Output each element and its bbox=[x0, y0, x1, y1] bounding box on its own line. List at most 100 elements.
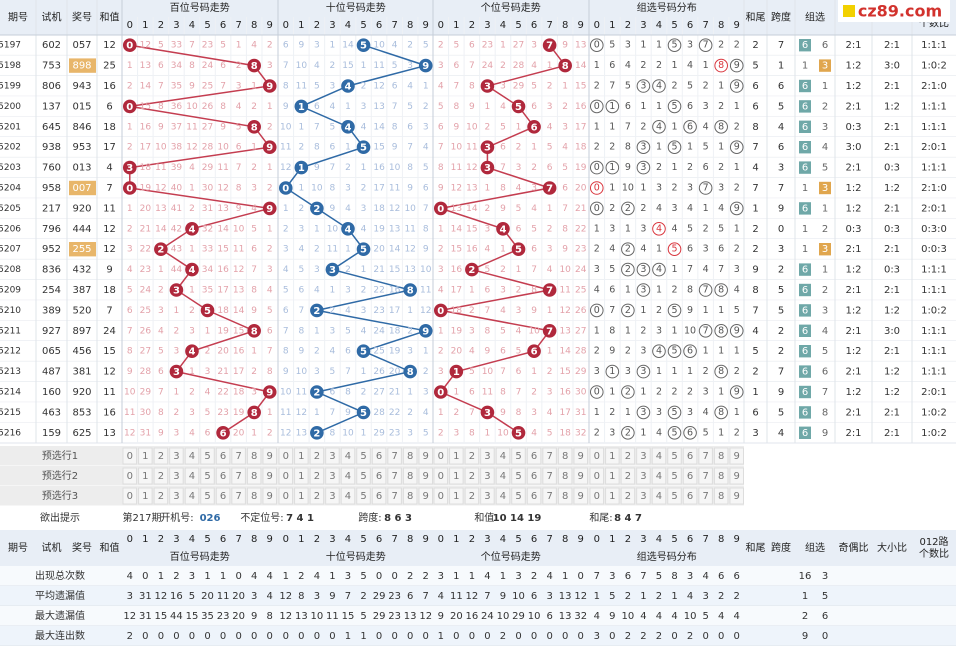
stats-value: 10 bbox=[512, 591, 525, 602]
row-bg bbox=[0, 157, 956, 178]
omission: 3 bbox=[516, 163, 522, 173]
omission: 20 bbox=[451, 347, 463, 357]
omission: 1 bbox=[453, 388, 459, 398]
omission: 1 bbox=[267, 224, 273, 234]
stats-value: 20 bbox=[232, 591, 245, 602]
group-hit bbox=[698, 181, 713, 195]
omission: 4 bbox=[516, 326, 522, 336]
preselect-cell bbox=[605, 467, 620, 485]
stats-value: 6 bbox=[625, 571, 631, 582]
header-title: 组选 bbox=[805, 11, 825, 24]
stats-value: 1 bbox=[453, 571, 459, 582]
test-number: 602 bbox=[42, 40, 61, 51]
group-cell: 2 bbox=[734, 244, 740, 255]
zx-cell: 6 bbox=[802, 346, 808, 357]
zx-cell: 6 bbox=[802, 40, 808, 51]
omission: 2 bbox=[251, 102, 257, 112]
group-cell: 3 bbox=[625, 366, 631, 377]
stats-value: 1 bbox=[158, 571, 164, 582]
preselect-digit: 8 bbox=[562, 471, 568, 482]
ball bbox=[449, 364, 464, 379]
omission: 11 bbox=[482, 388, 493, 398]
ball-digit: 5 bbox=[360, 347, 367, 358]
preselect-digit: 4 bbox=[656, 491, 662, 502]
omission: 27 bbox=[140, 347, 151, 357]
omission: 12 bbox=[280, 163, 291, 173]
preselect-cell bbox=[215, 487, 231, 505]
preselect-digit: 9 bbox=[267, 451, 273, 462]
group-cell: 5 bbox=[672, 346, 678, 357]
omission: 7 bbox=[345, 367, 351, 377]
group-cell: 3 bbox=[718, 183, 724, 194]
footer-header-title: 奖号 bbox=[72, 541, 92, 554]
ball bbox=[325, 262, 340, 277]
sum: 12 bbox=[103, 244, 116, 255]
omission: 20 bbox=[373, 245, 385, 255]
preselect-cell bbox=[589, 467, 605, 485]
preselect-cell bbox=[122, 467, 138, 485]
omission: 10 bbox=[217, 143, 229, 153]
preselect-digit: 9 bbox=[423, 451, 429, 462]
omission: 3 bbox=[438, 367, 444, 377]
omission: 10 bbox=[482, 367, 494, 377]
omission: 4 bbox=[283, 265, 289, 275]
stats-value: 0 bbox=[235, 571, 241, 582]
omission: 42 bbox=[171, 224, 182, 234]
ball-digit: 4 bbox=[499, 224, 506, 235]
issue: 2025207 bbox=[0, 245, 21, 255]
zx-cell: 4 bbox=[822, 326, 828, 337]
group-hit bbox=[729, 140, 744, 154]
header-group-title: 组选号码分布 bbox=[637, 1, 697, 14]
header-digit: 8 bbox=[251, 20, 257, 31]
omission: 16 bbox=[140, 122, 152, 132]
stats-value: 3 bbox=[822, 571, 828, 582]
group-cell: 3 bbox=[640, 346, 646, 357]
omission: 39 bbox=[171, 163, 183, 173]
group-hit bbox=[589, 160, 604, 175]
omission: 19 bbox=[389, 347, 401, 357]
stats-value: 7 bbox=[423, 591, 429, 602]
group-cell: 2 bbox=[625, 427, 631, 438]
group-hit bbox=[621, 201, 635, 216]
omission: 1 bbox=[531, 143, 537, 153]
group-cell: 1 bbox=[672, 162, 678, 173]
group-hit bbox=[667, 242, 682, 256]
ball bbox=[356, 344, 371, 359]
preselect-cell bbox=[200, 447, 215, 465]
omission: 10 bbox=[124, 388, 136, 398]
omission: 4 bbox=[298, 245, 304, 255]
stats-value: 2 bbox=[127, 631, 133, 642]
omission: 2 bbox=[531, 163, 537, 173]
group-cell: 8 bbox=[718, 366, 724, 377]
issue: 2025214 bbox=[0, 388, 21, 398]
preselect-cell bbox=[169, 467, 184, 485]
omission: 1 bbox=[423, 347, 429, 357]
omission: 3 bbox=[547, 388, 553, 398]
issue: 2025216 bbox=[0, 428, 21, 438]
omission: 23 bbox=[389, 428, 400, 438]
preselect-cell bbox=[418, 467, 434, 485]
stats-value: 3 bbox=[438, 571, 444, 582]
preselect-label: 预选行1 bbox=[42, 449, 78, 462]
ball-digit: 9 bbox=[422, 61, 429, 72]
omission: 13 bbox=[559, 326, 570, 336]
sum: 12 bbox=[103, 40, 116, 51]
footer-header-digit: 3 bbox=[640, 534, 646, 545]
group-cell: 1 bbox=[672, 121, 678, 132]
omission: 34 bbox=[202, 265, 214, 275]
stats-value: 9 bbox=[802, 631, 808, 642]
row-bg bbox=[0, 35, 956, 56]
omission: 1 bbox=[298, 122, 304, 132]
omission: 2 bbox=[345, 163, 351, 173]
preselect-digit: 0 bbox=[127, 491, 133, 502]
preselect-cell bbox=[325, 487, 340, 505]
group-cell: 1 bbox=[672, 366, 678, 377]
group-hit bbox=[667, 405, 682, 420]
ball-digit: 5 bbox=[360, 41, 367, 52]
group-hit bbox=[621, 262, 635, 277]
stats-value: 12 bbox=[155, 591, 168, 602]
group-cell: 4 bbox=[656, 121, 662, 132]
stats-value: 0 bbox=[484, 631, 490, 642]
preselect-cell bbox=[449, 487, 464, 505]
